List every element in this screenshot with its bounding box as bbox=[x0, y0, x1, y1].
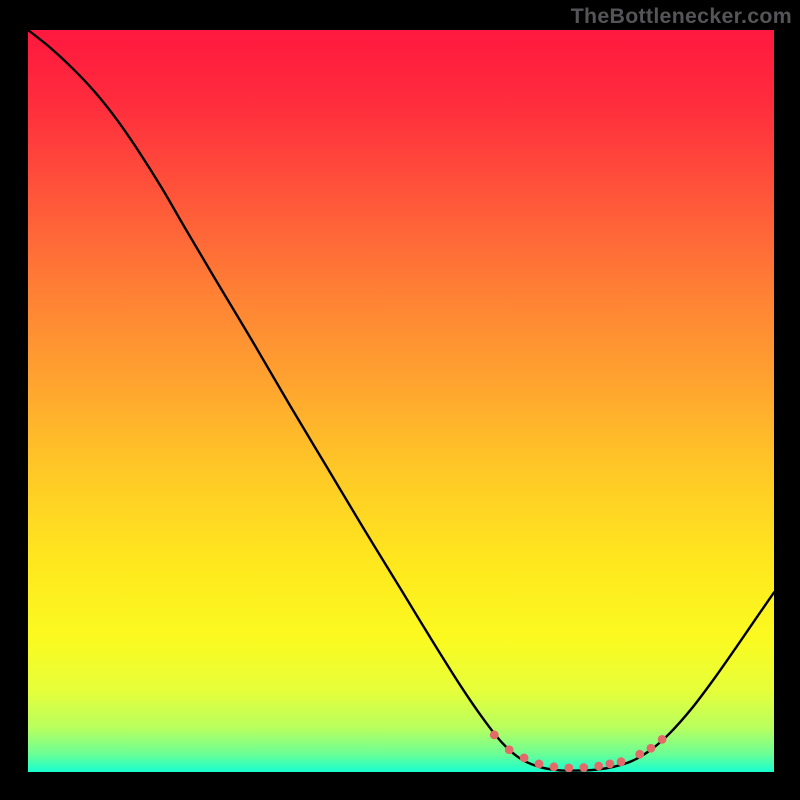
marker-dot bbox=[658, 735, 667, 744]
marker-dot bbox=[605, 759, 614, 768]
chart-frame: TheBottlenecker.com bbox=[0, 0, 800, 800]
plot-area bbox=[28, 30, 774, 772]
marker-dot bbox=[635, 750, 644, 759]
marker-dot bbox=[564, 764, 573, 772]
marker-dot bbox=[505, 745, 514, 754]
marker-dot bbox=[579, 763, 588, 772]
marker-dot bbox=[594, 762, 603, 771]
marker-dot bbox=[647, 744, 656, 753]
watermark-text: TheBottlenecker.com bbox=[571, 4, 792, 29]
plot-svg bbox=[28, 30, 774, 772]
marker-dot bbox=[490, 731, 499, 740]
plot-background bbox=[28, 30, 774, 772]
marker-dot bbox=[550, 762, 559, 771]
marker-dot bbox=[617, 757, 626, 766]
marker-dot bbox=[520, 754, 529, 763]
marker-dot bbox=[535, 759, 544, 768]
